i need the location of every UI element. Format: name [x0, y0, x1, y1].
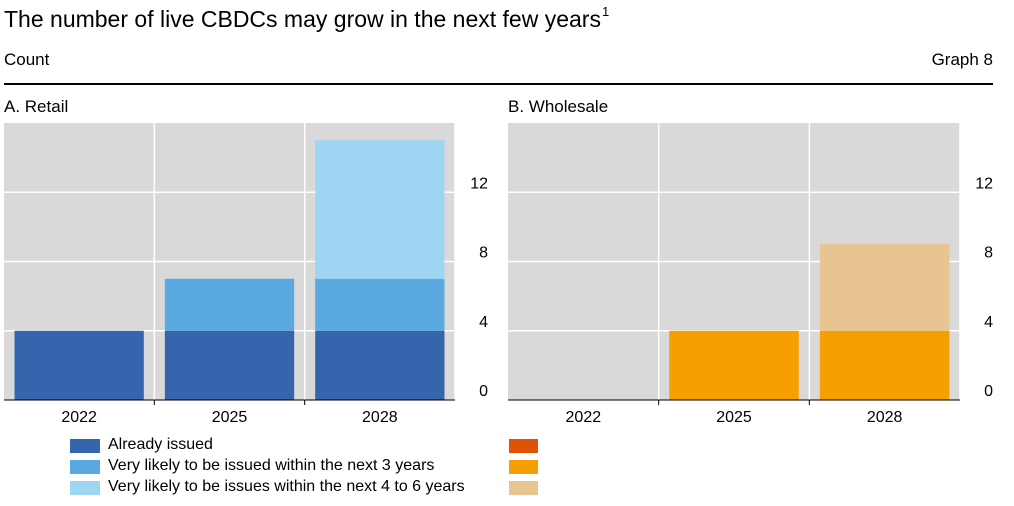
legend-item-next-4-to-6-years: Very likely to be issues within the next… — [70, 478, 550, 499]
legend-swatch-wholesale — [509, 481, 538, 495]
legend-item-already-issued: Already issued — [70, 436, 550, 457]
legend-swatch-retail — [70, 481, 100, 495]
unit-label: Count — [4, 50, 50, 69]
x-tick-label: 2025 — [212, 409, 248, 426]
bar-segment — [819, 330, 950, 400]
y-tick-label: 4 — [479, 314, 488, 331]
panel-a-title: A. Retail — [4, 97, 69, 116]
x-tick-label: 2022 — [61, 409, 97, 426]
x-tick-label: 2025 — [716, 409, 752, 426]
y-tick-label: 0 — [479, 383, 488, 400]
legend-item-next-3-years: Very likely to be issued within the next… — [70, 457, 550, 478]
bar-segment — [164, 278, 295, 331]
bar-segment — [315, 278, 445, 331]
y-tick-label: 8 — [984, 245, 993, 262]
y-tick-label: 0 — [984, 383, 993, 400]
panel-b-title: B. Wholesale — [508, 97, 609, 116]
bar-segment — [819, 244, 950, 331]
bar-segment — [315, 140, 445, 279]
y-tick-label: 12 — [470, 175, 488, 192]
y-tick-label: 12 — [975, 175, 993, 192]
title-footnote-marker: 1 — [601, 4, 610, 19]
bar-segment — [164, 330, 295, 400]
chart-title-text: The number of live CBDCs may grow in the… — [4, 6, 601, 32]
legend: Already issued Very likely to be issued … — [70, 436, 550, 499]
graph-number: Graph 8 — [931, 50, 993, 69]
y-tick-label: 8 — [479, 245, 488, 262]
x-tick-label: 2028 — [362, 409, 398, 426]
legend-swatch-wholesale — [509, 439, 538, 453]
chart-title: The number of live CBDCs may grow in the… — [4, 4, 610, 33]
y-tick-label: 4 — [984, 314, 993, 331]
legend-label: Very likely to be issues within the next… — [108, 478, 465, 495]
x-tick-label: 2028 — [867, 409, 903, 426]
bar-segment — [669, 330, 799, 400]
bar-segment — [315, 330, 445, 400]
bar-segment — [14, 330, 144, 400]
legend-swatch-retail — [70, 460, 100, 474]
legend-swatch-wholesale — [509, 460, 538, 474]
legend-swatch-retail — [70, 439, 100, 453]
header-rule — [4, 83, 993, 85]
legend-label: Very likely to be issued within the next… — [108, 457, 435, 474]
x-tick-label: 2022 — [566, 409, 602, 426]
legend-label: Already issued — [108, 436, 213, 453]
